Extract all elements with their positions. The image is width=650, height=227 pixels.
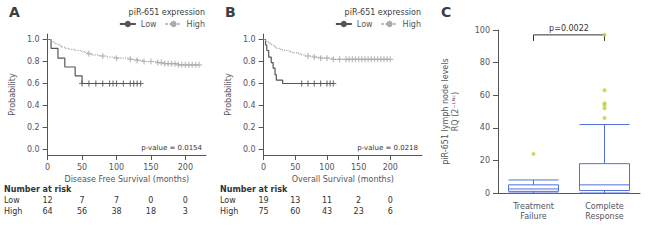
svg-text:Disease Free Survival (months): Disease Free Survival (months)	[64, 175, 189, 184]
svg-text:38: 38	[111, 207, 121, 216]
svg-text:piR-651 expression: piR-651 expression	[345, 8, 421, 17]
svg-text:0.8: 0.8	[27, 57, 40, 66]
svg-text:0.2: 0.2	[27, 123, 40, 132]
svg-text:150: 150	[143, 163, 158, 172]
svg-text:p-value = 0.0218: p-value = 0.0218	[357, 144, 418, 152]
svg-text:piR-651 expression: piR-651 expression	[129, 8, 205, 17]
svg-text:0.4: 0.4	[27, 101, 40, 110]
svg-text:50: 50	[77, 163, 87, 172]
svg-text:56: 56	[77, 207, 87, 216]
svg-text:Number at risk: Number at risk	[4, 185, 72, 194]
svg-text:High: High	[187, 20, 205, 29]
svg-text:Low: Low	[4, 196, 20, 205]
svg-text:0.6: 0.6	[243, 79, 256, 88]
svg-text:100: 100	[109, 163, 124, 172]
svg-text:0.0: 0.0	[243, 145, 256, 154]
svg-text:7: 7	[114, 196, 119, 205]
svg-text:Low: Low	[220, 196, 236, 205]
svg-text:60: 60	[290, 207, 300, 216]
svg-text:0: 0	[261, 163, 266, 172]
svg-text:p-value = 0.0154: p-value = 0.0154	[141, 144, 202, 152]
svg-text:Failure: Failure	[520, 212, 546, 221]
svg-text:Number at risk: Number at risk	[220, 185, 288, 194]
svg-text:0: 0	[183, 196, 188, 205]
svg-text:60: 60	[480, 91, 490, 100]
svg-text:64: 64	[43, 207, 53, 216]
svg-text:100: 100	[475, 26, 490, 35]
svg-text:80: 80	[480, 58, 490, 67]
svg-text:11: 11	[322, 196, 332, 205]
svg-text:150: 150	[351, 163, 366, 172]
svg-text:19: 19	[259, 196, 269, 205]
svg-text:0.6: 0.6	[27, 79, 40, 88]
svg-text:p=0.0022: p=0.0022	[549, 24, 589, 33]
svg-text:Complete: Complete	[585, 202, 624, 211]
svg-text:50: 50	[290, 163, 300, 172]
svg-text:18: 18	[146, 207, 156, 216]
svg-text:B: B	[225, 4, 236, 20]
svg-text:Overall Survival (months): Overall Survival (months)	[292, 175, 394, 184]
svg-text:100: 100	[319, 163, 334, 172]
svg-text:200: 200	[178, 163, 193, 172]
svg-text:2: 2	[356, 196, 361, 205]
svg-text:7: 7	[80, 196, 85, 205]
svg-text:0: 0	[45, 163, 50, 172]
svg-text:Response: Response	[585, 212, 624, 221]
svg-text:0.0: 0.0	[27, 145, 40, 154]
svg-text:40: 40	[480, 123, 490, 132]
svg-text:C: C	[441, 4, 451, 20]
svg-text:1.0: 1.0	[243, 35, 256, 44]
svg-text:0.2: 0.2	[243, 123, 256, 132]
svg-text:0: 0	[148, 196, 153, 205]
svg-text:3: 3	[183, 207, 188, 216]
svg-text:A: A	[9, 4, 20, 20]
svg-text:20: 20	[480, 156, 490, 165]
svg-text:Probability: Probability	[8, 73, 17, 116]
svg-text:High: High	[220, 207, 238, 216]
svg-text:12: 12	[43, 196, 53, 205]
svg-text:23: 23	[354, 207, 364, 216]
svg-text:0: 0	[388, 196, 393, 205]
svg-text:High: High	[403, 20, 421, 29]
svg-text:piR-651 lymph node levels: piR-651 lymph node levels	[441, 58, 450, 164]
svg-text:Probability: Probability	[224, 73, 233, 116]
svg-text:0.4: 0.4	[243, 101, 256, 110]
svg-text:43: 43	[322, 207, 332, 216]
svg-text:0: 0	[485, 189, 490, 198]
svg-text:1.0: 1.0	[27, 35, 40, 44]
svg-text:Treatment: Treatment	[512, 202, 554, 211]
svg-text:75: 75	[259, 207, 269, 216]
svg-text:Low: Low	[357, 20, 373, 29]
svg-text:200: 200	[383, 163, 398, 172]
svg-text:6: 6	[388, 207, 393, 216]
svg-text:13: 13	[290, 196, 300, 205]
svg-text:High: High	[4, 207, 22, 216]
svg-text:RQ (2⁻ᴸᴺᶜ): RQ (2⁻ᴸᴺᶜ)	[451, 92, 460, 132]
svg-text:0.8: 0.8	[243, 57, 256, 66]
svg-text:Low: Low	[141, 20, 157, 29]
